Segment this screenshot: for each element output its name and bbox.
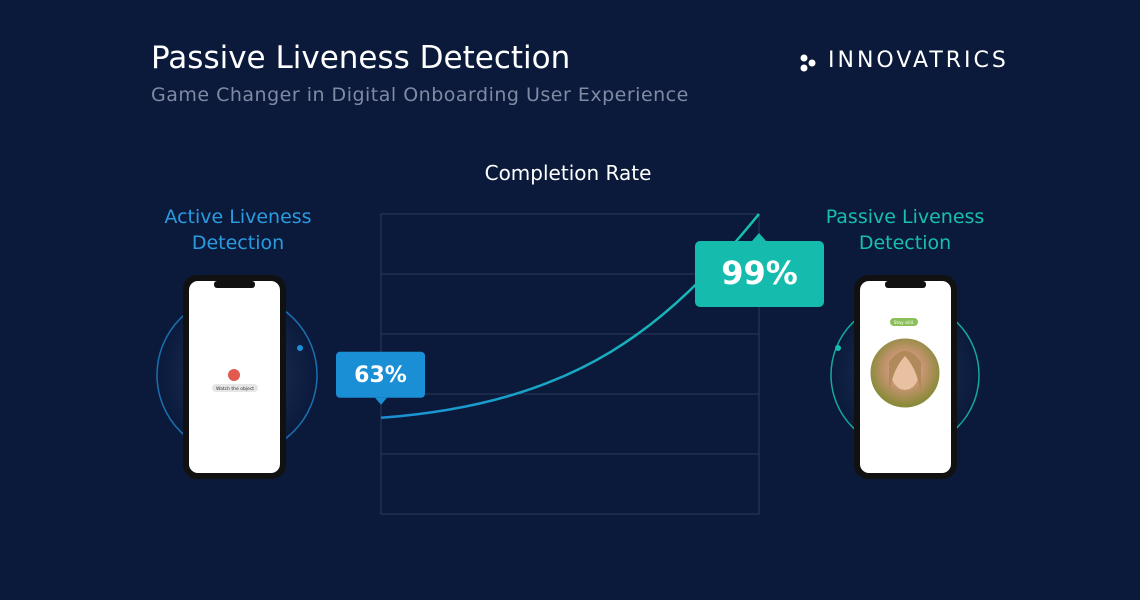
logo-mark xyxy=(800,54,816,72)
title: Passive Liveness Detection xyxy=(151,40,571,76)
value-label-box xyxy=(695,241,824,307)
subtitle: Game Changer in Digital Onboarding User … xyxy=(151,84,689,106)
phone-left: Watch the object xyxy=(156,275,318,479)
value-label-box xyxy=(336,351,425,398)
chart-title: Completion Rate xyxy=(484,161,652,185)
label-pointer xyxy=(752,233,766,241)
value-label: 63% xyxy=(354,363,407,388)
value-label: 99% xyxy=(721,254,798,292)
category-label: Active Liveness Detection xyxy=(164,206,312,254)
phone-right: Stay still. xyxy=(830,275,980,479)
brand-logo: INNOVATRICS xyxy=(828,48,1009,73)
category-label: Passive Liveness Detection xyxy=(825,206,985,254)
phone-prompt: Watch the object xyxy=(216,386,254,392)
label-pointer xyxy=(375,397,387,405)
phone-prompt: Stay still. xyxy=(894,320,915,326)
